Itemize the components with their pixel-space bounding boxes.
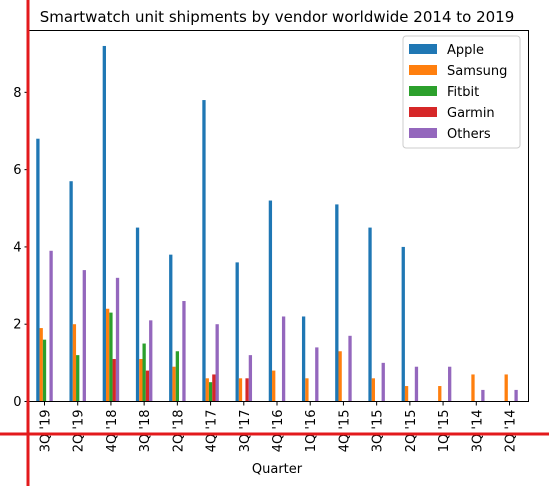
legend-swatch-others	[409, 128, 437, 138]
bar-others-5	[215, 324, 219, 402]
bar-others-1	[82, 270, 86, 402]
legend-swatch-samsung	[409, 65, 437, 75]
bar-fitbit-0	[42, 339, 47, 402]
bar-apple-5	[202, 100, 206, 402]
bar-samsung-1	[72, 324, 77, 402]
bar-fitbit-2	[109, 312, 113, 402]
bar-samsung-10	[371, 378, 375, 402]
legend-label-samsung: Samsung	[447, 64, 507, 79]
bars-group	[36, 45, 518, 402]
bar-others-0	[49, 250, 53, 402]
x-tick-label-3: 3Q '18	[138, 410, 153, 453]
legend-label-others: Others	[447, 127, 491, 142]
x-tick-label-6: 3Q '17	[238, 410, 253, 453]
x-tick-label-12: 1Q '15	[437, 410, 452, 453]
bar-garmin-2	[112, 358, 116, 402]
y-tick-label-4: 8	[13, 86, 21, 101]
bar-apple-1	[69, 181, 73, 402]
legend-swatch-fitbit	[409, 86, 437, 96]
bar-fitbit-4	[175, 351, 180, 402]
chart-title: Smartwatch unit shipments by vendor worl…	[40, 8, 515, 26]
bar-samsung-7	[272, 370, 276, 402]
y-tick-label-0: 0	[13, 395, 21, 410]
bar-samsung-6	[238, 378, 243, 402]
x-tick-label-13: 3Q '14	[470, 410, 485, 453]
bar-apple-2	[102, 45, 106, 402]
bar-others-13	[481, 389, 485, 402]
bar-garmin-3	[145, 370, 150, 402]
bar-apple-10	[368, 227, 372, 402]
legend-box	[402, 35, 521, 149]
bar-others-8	[315, 347, 319, 402]
legend-label-garmin: Garmin	[447, 106, 495, 121]
bar-garmin-6	[245, 378, 249, 402]
x-tick-label-10: 3Q '15	[371, 410, 386, 453]
bar-fitbit-1	[76, 355, 80, 402]
y-tick-label-3: 6	[13, 163, 21, 178]
bar-others-6	[248, 355, 253, 402]
bar-apple-0	[36, 138, 40, 402]
y-axis: 0 2 4 6 8	[13, 86, 29, 410]
legend-label-apple: Apple	[447, 43, 484, 58]
bar-fitbit-3	[142, 343, 146, 402]
bar-apple-11	[401, 246, 405, 402]
bar-samsung-5	[205, 378, 209, 402]
bar-samsung-2	[105, 308, 110, 402]
y-tick-label-1: 2	[13, 318, 21, 333]
bar-others-12	[448, 366, 452, 402]
x-tick-label-0: 3Q '19	[39, 410, 54, 453]
x-tick-label-7: 4Q '16	[271, 410, 286, 453]
bar-others-4	[182, 301, 186, 402]
bar-samsung-14	[504, 374, 508, 402]
bar-apple-9	[335, 204, 339, 402]
legend-swatch-apple	[409, 44, 437, 54]
bar-garmin-5	[212, 374, 216, 402]
bar-apple-6	[235, 262, 239, 402]
bar-apple-4	[169, 254, 173, 402]
bar-samsung-4	[172, 366, 176, 402]
legend-label-fitbit: Fitbit	[447, 85, 479, 100]
x-tick-label-8: 1Q '16	[304, 410, 319, 453]
bar-samsung-8	[305, 378, 309, 402]
bar-apple-3	[135, 227, 140, 402]
bar-samsung-9	[338, 351, 342, 402]
bar-samsung-3	[139, 358, 143, 402]
x-tick-label-11: 2Q '15	[404, 410, 419, 453]
bar-others-3	[149, 320, 153, 402]
bar-others-9	[348, 335, 352, 402]
bar-others-10	[381, 362, 385, 402]
x-axis: 3Q '19 2Q '19 4Q '18 3Q '18 2Q '18 4Q '17 3Q '…	[39, 401, 519, 453]
bar-others-2	[115, 277, 120, 402]
bar-samsung-0	[39, 328, 43, 402]
bar-samsung-13	[471, 374, 475, 402]
x-tick-label-4: 2Q '18	[171, 410, 186, 453]
legend: Apple Samsung Fitbit Garmin Others	[402, 35, 521, 149]
bar-others-11	[414, 366, 419, 402]
bar-apple-7	[268, 200, 273, 402]
legend-swatch-garmin	[409, 107, 437, 117]
bar-fitbit-5	[208, 382, 213, 402]
x-tick-label-2: 4Q '18	[105, 410, 120, 453]
bar-others-7	[281, 316, 286, 402]
x-tick-label-1: 2Q '19	[72, 410, 87, 453]
bar-others-14	[514, 389, 518, 402]
bar-samsung-11	[404, 386, 409, 402]
x-tick-label-9: 4Q '15	[337, 410, 352, 453]
x-tick-label-5: 4Q '17	[205, 410, 220, 453]
bar-samsung-12	[438, 386, 442, 402]
bar-apple-8	[301, 316, 306, 402]
y-tick-label-2: 4	[13, 240, 21, 255]
x-axis-label: Quarter	[252, 462, 303, 477]
x-tick-label-14: 2Q '14	[504, 410, 519, 453]
